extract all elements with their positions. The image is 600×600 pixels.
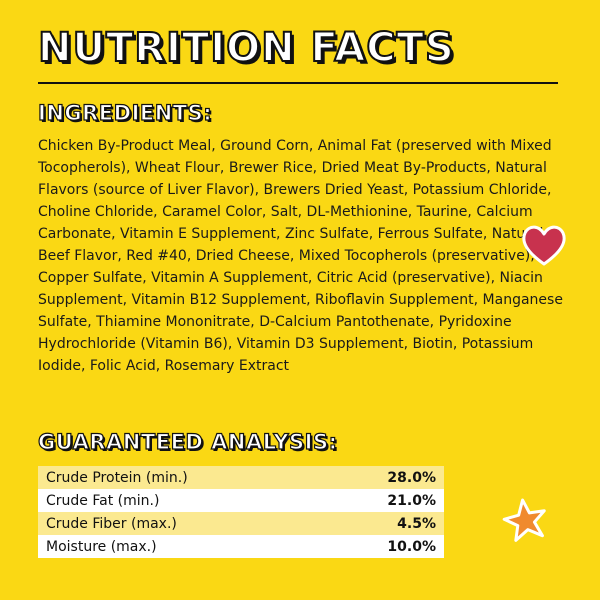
analysis-value: 10.0% xyxy=(326,535,444,558)
table-row: Crude Fat (min.) 21.0% xyxy=(38,489,444,512)
guaranteed-analysis-table: Crude Protein (min.) 28.0% Crude Fat (mi… xyxy=(38,466,444,558)
analysis-label: Crude Protein (min.) xyxy=(38,466,327,489)
heart-icon xyxy=(522,225,566,266)
analysis-value: 4.5% xyxy=(326,512,444,535)
analysis-label: Crude Fiber (max.) xyxy=(38,512,327,535)
analysis-label: Crude Fat (min.) xyxy=(38,489,327,512)
table-row: Crude Protein (min.) 28.0% xyxy=(38,466,444,489)
analysis-value: 21.0% xyxy=(326,489,444,512)
table-row: Crude Fiber (max.) 4.5% xyxy=(38,512,444,535)
table-row: Moisture (max.) 10.0% xyxy=(38,535,444,558)
analysis-heading: GUARANTEED ANALYSIS: xyxy=(37,430,338,454)
page-title: NUTRITION FACTS xyxy=(37,25,455,71)
analysis-value: 28.0% xyxy=(326,466,444,489)
analysis-label: Moisture (max.) xyxy=(38,535,327,558)
star-icon xyxy=(502,498,546,542)
ingredients-list: Chicken By-Product Meal, Ground Corn, An… xyxy=(38,138,563,374)
ingredients-heading: INGREDIENTS: xyxy=(37,101,213,125)
title-divider xyxy=(38,82,558,84)
